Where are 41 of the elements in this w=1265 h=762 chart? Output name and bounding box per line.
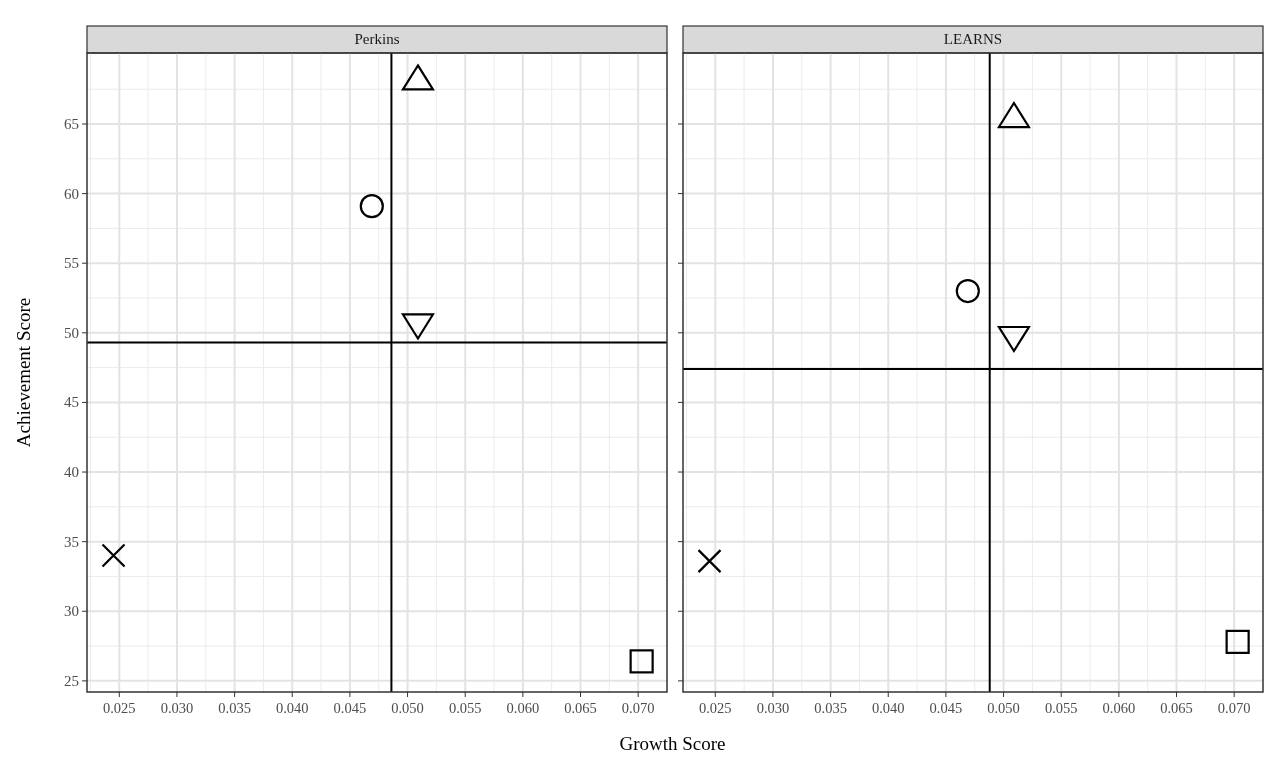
x-axis-title: Growth Score: [619, 733, 726, 754]
x-tick-label: 0.060: [506, 700, 540, 716]
y-tick-label: 45: [64, 394, 79, 411]
y-tick-label: 65: [64, 116, 79, 132]
point: [101, 543, 126, 568]
chart-title: LEARNS: [943, 31, 1003, 47]
x-tick-label: 0.065: [564, 700, 597, 716]
point: [401, 313, 435, 340]
x-tick-label: 0.055: [1044, 700, 1078, 716]
x-tick-label: 0.025: [698, 700, 732, 716]
y-tick-label: 55: [64, 255, 79, 272]
x-tick-label: 0.060: [1102, 700, 1136, 716]
x-tick-label: 0.030: [756, 700, 790, 716]
y-tick-label: 60: [64, 185, 79, 202]
x-tick-label: 0.025: [102, 700, 136, 716]
x-tick-label: 0.035: [218, 700, 251, 716]
x-tick-label: 0.070: [1217, 700, 1251, 716]
x-tick-label: 0.045: [929, 700, 963, 716]
point: [997, 101, 1031, 129]
x-tick-label: 0.065: [1160, 700, 1193, 716]
point: [1225, 629, 1250, 654]
y-tick-label: 25: [64, 672, 79, 689]
y-axis-title: Achievement Score: [13, 297, 34, 448]
point: [697, 549, 722, 574]
y-tick-label: 30: [64, 603, 79, 620]
x-tick-label: 0.045: [333, 700, 367, 716]
y-tick-label: 40: [64, 464, 79, 481]
x-tick-label: 0.030: [160, 700, 194, 716]
x-tick-label: 0.035: [814, 700, 847, 716]
y-tick-label: 35: [64, 533, 79, 550]
x-tick-label: 0.050: [987, 700, 1020, 716]
point: [359, 194, 384, 219]
chart-title: Perkins: [354, 31, 400, 47]
point: [629, 649, 654, 674]
x-tick-label: 0.055: [448, 700, 482, 716]
x-tick-label: 0.040: [871, 700, 905, 716]
x-tick-label: 0.070: [621, 700, 655, 716]
point: [955, 278, 980, 304]
x-tick-label: 0.040: [275, 700, 309, 716]
y-tick-label: 50: [64, 324, 79, 341]
x-tick-label: 0.050: [391, 700, 424, 716]
